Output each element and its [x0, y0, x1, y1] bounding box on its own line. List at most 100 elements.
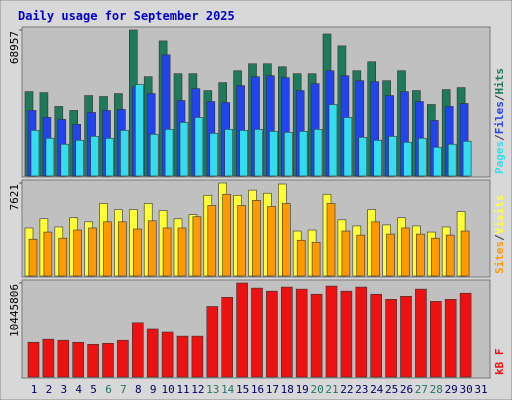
x-tick-label: 30: [459, 383, 472, 396]
bar: [460, 230, 470, 277]
bar: [462, 140, 472, 177]
bar: [161, 331, 174, 378]
x-tick-label: 13: [206, 383, 219, 396]
x-tick-label: 8: [135, 383, 142, 396]
bar: [105, 137, 114, 177]
bar: [60, 143, 70, 177]
bar: [43, 231, 53, 277]
legend-separator: /: [493, 134, 506, 141]
legend-label: Sites: [493, 241, 506, 274]
x-tick-label: 29: [445, 383, 458, 396]
bar: [343, 117, 353, 177]
bar: [147, 220, 157, 277]
bar: [429, 301, 442, 378]
bar: [447, 143, 457, 177]
bar: [90, 135, 99, 177]
bar: [254, 129, 263, 177]
bar: [370, 293, 383, 378]
bar: [298, 131, 308, 177]
bar: [191, 335, 204, 378]
x-tick-label: 12: [191, 383, 204, 396]
x-tick-label: 17: [266, 383, 279, 396]
bar: [355, 286, 368, 378]
bar: [222, 193, 231, 277]
bar: [209, 132, 219, 177]
bar: [120, 130, 129, 177]
bar: [269, 131, 278, 177]
bar: [430, 237, 440, 277]
bar: [117, 339, 129, 378]
x-tick-label: 2: [46, 383, 53, 396]
bar: [296, 239, 306, 277]
bar: [401, 227, 410, 277]
bar: [221, 297, 233, 378]
x-tick-label: 26: [400, 383, 413, 396]
x-tick-label: 10: [161, 383, 174, 396]
bar: [340, 290, 353, 378]
legend: Sites/Visits: [493, 195, 506, 275]
x-tick-label: 27: [415, 383, 428, 396]
legend-label: kB F: [493, 349, 506, 376]
bar: [266, 290, 278, 378]
bar: [459, 292, 472, 378]
bar: [149, 133, 159, 177]
x-tick-label: 7: [120, 383, 127, 396]
bar: [42, 338, 55, 378]
bar: [313, 129, 323, 177]
legend-label: Visits: [493, 195, 506, 235]
bar: [310, 293, 323, 378]
bar: [57, 339, 70, 378]
x-tick-label: 28: [430, 383, 443, 396]
bar: [432, 146, 442, 177]
bar: [373, 139, 383, 177]
bar: [444, 299, 457, 378]
bar: [251, 287, 263, 378]
legend-separator: /: [493, 234, 506, 241]
bar: [176, 335, 189, 378]
bar: [358, 136, 368, 177]
x-tick-label: 24: [370, 383, 384, 396]
bar: [72, 341, 84, 378]
bar: [194, 117, 204, 177]
bar: [239, 130, 248, 177]
bar: [325, 285, 338, 378]
x-tick-label: 6: [105, 383, 112, 396]
x-tick-label: 9: [150, 383, 157, 396]
bar: [206, 306, 219, 378]
bar: [207, 205, 217, 277]
bar: [30, 130, 40, 177]
bar: [237, 205, 246, 277]
y-tick-label: 10445806: [8, 284, 21, 337]
x-tick-label: 1: [31, 383, 38, 396]
legend-label: Pages: [493, 141, 506, 174]
bar: [295, 288, 308, 378]
bar: [386, 233, 395, 277]
bar: [75, 139, 84, 177]
bar: [45, 137, 55, 177]
bar: [400, 295, 412, 378]
bar: [58, 237, 68, 277]
x-tick-label: 25: [385, 383, 398, 396]
bar: [27, 341, 40, 378]
bar: [192, 216, 202, 277]
x-tick-label: 20: [310, 383, 323, 396]
x-tick-label: 31: [474, 383, 487, 396]
x-tick-label: 21: [325, 383, 338, 396]
bar: [132, 322, 144, 378]
bar: [267, 206, 276, 277]
bar: [118, 221, 127, 277]
bar: [236, 282, 248, 378]
bar: [328, 104, 338, 177]
bar: [385, 299, 397, 378]
bar: [341, 230, 351, 277]
legend-label: Files: [493, 101, 506, 134]
bar: [162, 227, 172, 277]
bar: [311, 241, 321, 277]
x-tick-label: 16: [251, 383, 264, 396]
bar: [403, 141, 412, 177]
legend: Pages/Files/Hits: [493, 68, 506, 174]
bar: [88, 227, 97, 277]
bar: [281, 203, 291, 277]
bar: [87, 344, 99, 378]
